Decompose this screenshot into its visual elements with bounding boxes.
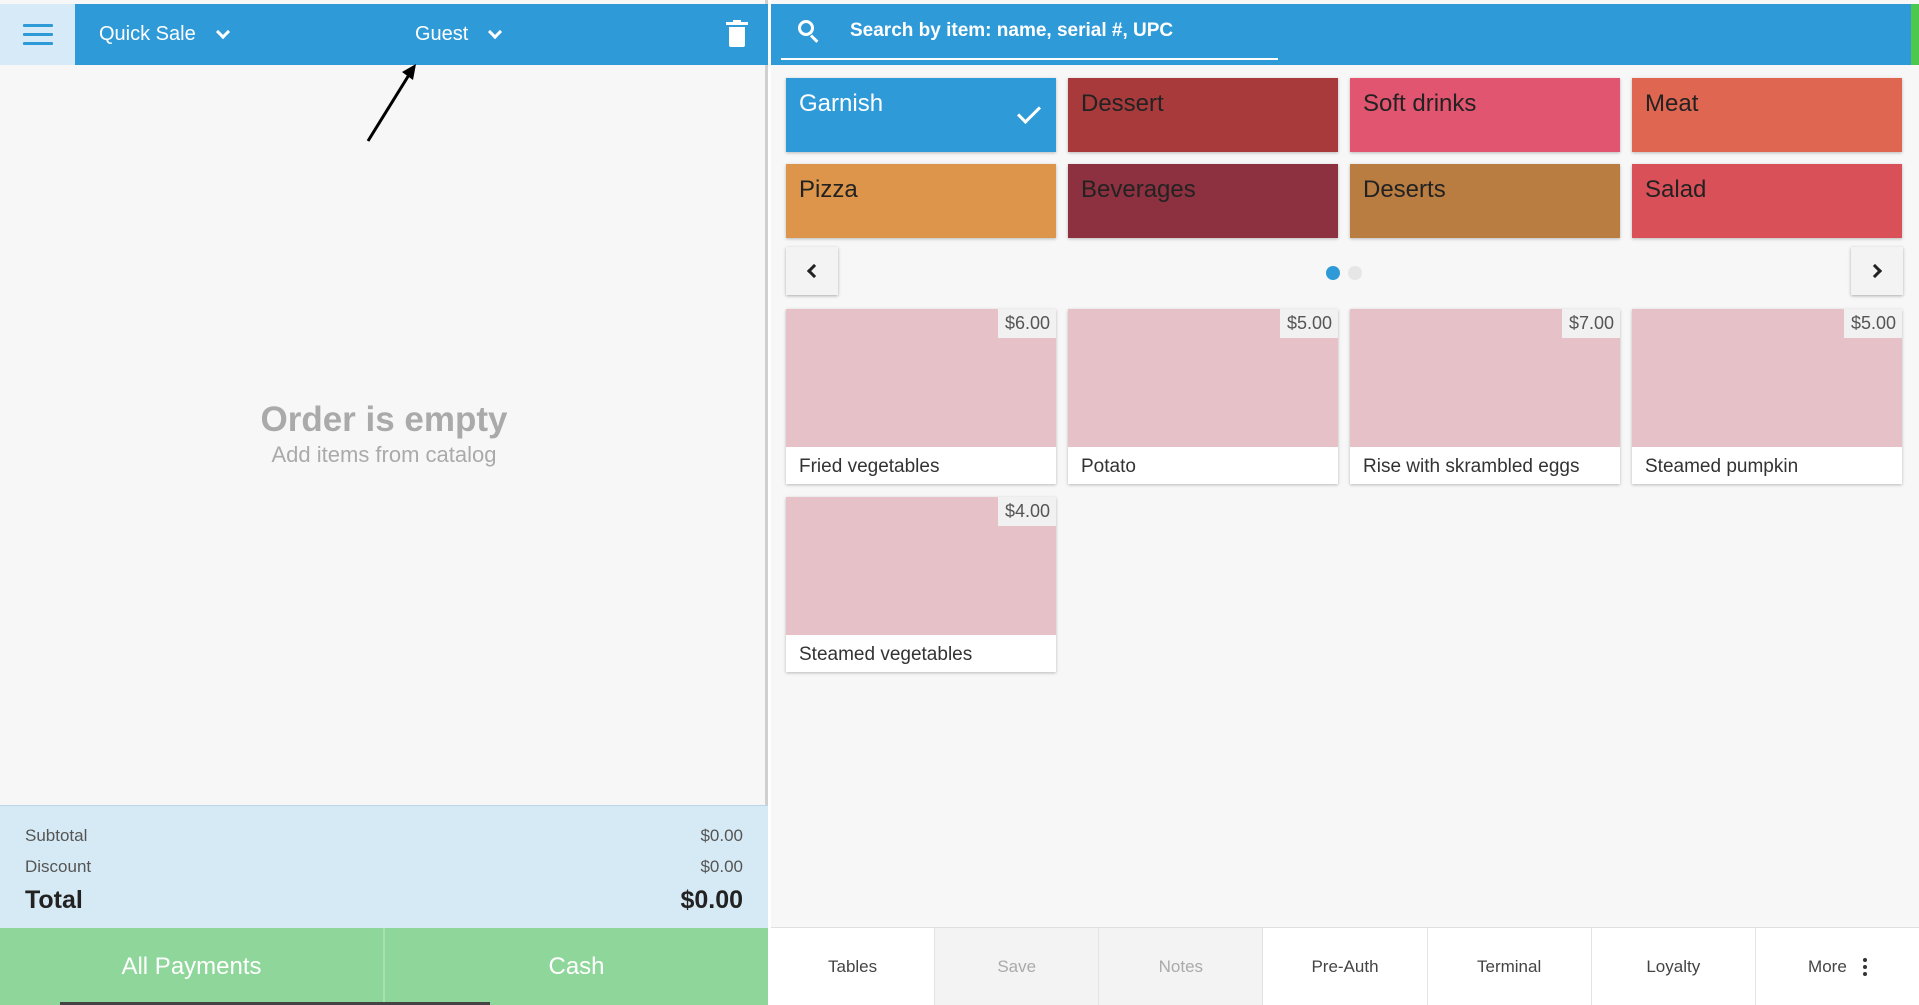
page-dot-1[interactable]	[1326, 266, 1340, 280]
total-value: $0.00	[680, 886, 743, 914]
prev-page-button[interactable]	[786, 247, 838, 295]
empty-order-subtitle: Add items from catalog	[271, 442, 497, 467]
item-name: Rise with skrambled eggs	[1363, 456, 1580, 477]
item-price: $5.00	[1279, 309, 1338, 338]
item-name: Potato	[1081, 456, 1136, 477]
notes-button[interactable]: Notes	[1099, 928, 1264, 1005]
all-payments-button[interactable]: All Payments	[0, 928, 383, 1005]
order-header: Quick Sale Guest	[0, 4, 768, 65]
search-field	[781, 4, 1278, 60]
page-dot-2[interactable]	[1348, 266, 1362, 280]
discount-row: Discount $0.00	[25, 857, 743, 877]
category-pizza[interactable]: Pizza	[786, 164, 1056, 238]
item-tile[interactable]: $5.00 Potato	[1068, 309, 1338, 484]
annotation-arrow-icon	[366, 64, 416, 142]
customer-label: Guest	[415, 23, 469, 45]
item-tile[interactable]: $5.00 Steamed pumpkin	[1632, 309, 1902, 484]
category-meat[interactable]: Meat	[1632, 78, 1902, 152]
item-price: $4.00	[997, 497, 1056, 526]
category-beverages[interactable]: Beverages	[1068, 164, 1338, 238]
item-tile[interactable]: $4.00 Steamed vegetables	[786, 497, 1056, 672]
category-label: Deserts	[1363, 176, 1446, 203]
category-label: Beverages	[1081, 176, 1196, 203]
item-name: Steamed vegetables	[799, 644, 973, 665]
category-garnish[interactable]: Garnish	[786, 78, 1056, 152]
discount-value: $0.00	[700, 857, 743, 876]
pre-auth-button[interactable]: Pre-Auth	[1263, 928, 1428, 1005]
kebab-icon	[1862, 957, 1867, 976]
category-dessert[interactable]: Dessert	[1068, 78, 1338, 152]
subtotal-row: Subtotal $0.00	[25, 826, 743, 846]
item-price: $6.00	[997, 309, 1056, 338]
page-indicator	[1326, 266, 1362, 280]
search-input[interactable]	[850, 20, 1270, 42]
trash-icon[interactable]	[726, 20, 748, 48]
category-salad[interactable]: Salad	[1632, 164, 1902, 238]
search-bar	[771, 4, 1919, 65]
order-type-label: Quick Sale	[99, 23, 196, 45]
category-label: Salad	[1645, 176, 1707, 203]
menu-button[interactable]	[0, 4, 75, 65]
chevron-down-icon	[215, 24, 230, 39]
chevron-down-icon	[488, 24, 503, 39]
save-button[interactable]: Save	[935, 928, 1100, 1005]
item-name: Fried vegetables	[799, 456, 940, 477]
order-panel: Quick Sale Guest Order is empty Add item…	[0, 0, 768, 1005]
empty-order-message: Order is empty Add items from catalog	[0, 400, 768, 468]
more-button[interactable]: More	[1756, 928, 1919, 1005]
item-price: $7.00	[1561, 309, 1620, 338]
category-label: Soft drinks	[1363, 90, 1477, 117]
category-deserts[interactable]: Deserts	[1350, 164, 1620, 238]
order-type-dropdown[interactable]: Quick Sale	[99, 4, 230, 65]
subtotal-value: $0.00	[700, 826, 743, 845]
catalog-panel: Garnish Dessert Soft drinks Meat Pizza B…	[771, 0, 1919, 1005]
category-label: Meat	[1645, 90, 1699, 117]
item-price: $5.00	[1843, 309, 1902, 338]
customer-dropdown[interactable]: Guest	[415, 4, 503, 65]
payment-buttons: All Payments Cash	[0, 928, 768, 1005]
category-label: Pizza	[799, 176, 858, 203]
tables-button[interactable]: Tables	[771, 928, 936, 1005]
category-label: Dessert	[1081, 90, 1164, 117]
totals-panel: Subtotal $0.00 Discount $0.00 Total $0.0…	[0, 805, 768, 928]
empty-order-title: Order is empty	[260, 400, 508, 439]
hamburger-icon	[22, 23, 53, 46]
discount-label: Discount	[25, 857, 92, 876]
cash-button[interactable]: Cash	[383, 928, 768, 1005]
category-soft-drinks[interactable]: Soft drinks	[1350, 78, 1620, 152]
more-label: More	[1808, 956, 1847, 976]
action-bar: Tables Save Notes Pre-Auth Terminal Loya…	[771, 927, 1919, 1005]
subtotal-label: Subtotal	[25, 826, 88, 845]
check-icon	[1016, 99, 1042, 125]
terminal-button[interactable]: Terminal	[1428, 928, 1592, 1005]
next-page-button[interactable]	[1851, 247, 1903, 295]
total-label: Total	[25, 886, 83, 914]
status-indicator	[1911, 4, 1919, 65]
total-row: Total $0.00	[25, 886, 743, 915]
loyalty-button[interactable]: Loyalty	[1592, 928, 1756, 1005]
item-tile[interactable]: $6.00 Fried vegetables	[786, 309, 1056, 484]
category-label: Garnish	[799, 90, 884, 117]
search-icon[interactable]	[798, 20, 820, 43]
item-name: Steamed pumpkin	[1645, 456, 1799, 477]
item-tile[interactable]: $7.00 Rise with skrambled eggs	[1350, 309, 1620, 484]
chevron-right-icon	[1867, 263, 1883, 279]
bottom-divider	[60, 1002, 490, 1005]
chevron-left-icon	[806, 263, 822, 279]
